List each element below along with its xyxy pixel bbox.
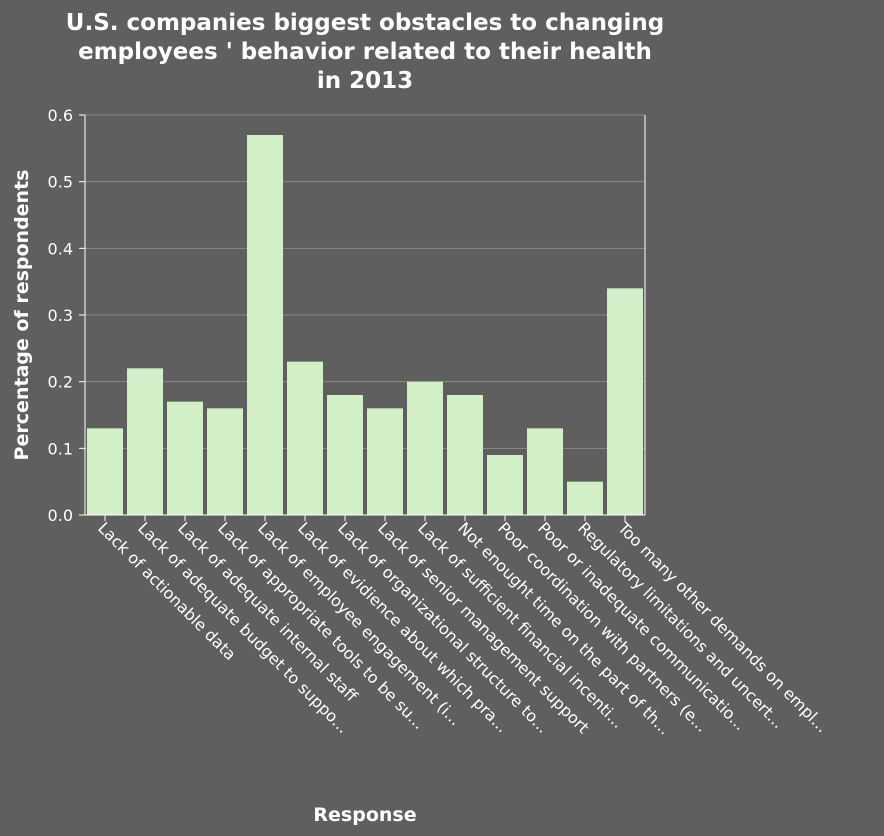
x-axis-title: Response bbox=[313, 804, 416, 826]
bar bbox=[247, 135, 283, 515]
y-tick-label: 0.1 bbox=[48, 439, 73, 458]
y-tick-label: 0.4 bbox=[48, 239, 73, 258]
bar bbox=[167, 401, 203, 515]
bar bbox=[567, 481, 603, 515]
bar bbox=[407, 381, 443, 515]
y-tick-label: 0.2 bbox=[48, 373, 73, 392]
bar bbox=[207, 408, 243, 515]
bar bbox=[527, 428, 563, 515]
bar bbox=[287, 361, 323, 515]
chart-title-line-1: U.S. companies biggest obstacles to chan… bbox=[66, 10, 664, 36]
bar bbox=[487, 455, 523, 515]
bars bbox=[87, 135, 643, 515]
chart-title: U.S. companies biggest obstacles to chan… bbox=[66, 10, 664, 94]
bar bbox=[87, 428, 123, 515]
chart-title-line-3: in 2013 bbox=[317, 68, 413, 94]
y-tick-label: 0.6 bbox=[48, 106, 73, 125]
bar bbox=[127, 368, 163, 515]
chart-title-line-2: employees ' behavior related to their he… bbox=[78, 39, 652, 65]
y-tick-label: 0.0 bbox=[48, 506, 73, 525]
bar bbox=[367, 408, 403, 515]
y-tick-label: 0.3 bbox=[48, 306, 73, 325]
y-axis-title: Percentage of respondents bbox=[11, 170, 33, 461]
bar bbox=[327, 395, 363, 515]
bar bbox=[607, 288, 643, 515]
y-axis-ticks: 0.0 0.1 0.2 0.3 0.4 0.5 0.6 bbox=[48, 106, 85, 525]
bar bbox=[447, 395, 483, 515]
y-tick-label: 0.5 bbox=[48, 173, 73, 192]
